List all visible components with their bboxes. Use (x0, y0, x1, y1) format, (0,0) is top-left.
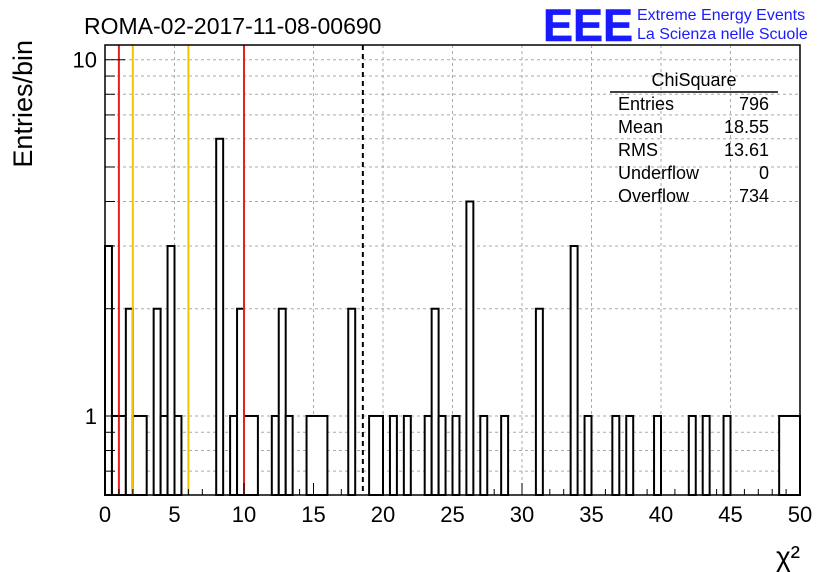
stats-value-overflow: 734 (739, 186, 769, 206)
histogram-bar (479, 414, 489, 497)
histogram-bar (701, 414, 711, 497)
histogram-bar (722, 414, 732, 497)
histogram-bar (465, 200, 475, 496)
x-tick-label: 25 (440, 502, 464, 527)
histogram-bar (104, 245, 113, 496)
histogram-bar (270, 414, 280, 497)
logo-subtitle-2: La Scienza nelle Scuole (637, 26, 808, 43)
histogram-bar (131, 414, 148, 497)
x-tick-label: 30 (510, 502, 534, 527)
x-tick-label: 20 (371, 502, 395, 527)
histogram-bar (778, 414, 802, 497)
x-tick-label: 5 (168, 502, 180, 527)
histogram-bar (229, 414, 239, 497)
histogram-bar (166, 245, 176, 496)
stats-title: ChiSquare (651, 70, 736, 90)
histogram-bar (534, 307, 544, 496)
histogram-bar (423, 414, 433, 497)
x-tick-label: 0 (99, 502, 111, 527)
y-tick-label: 10 (73, 48, 97, 73)
stats-box: ChiSquare Entries 796 Mean 18.55 RMS 13.… (610, 70, 778, 206)
stats-label-underflow: Underflow (618, 163, 700, 183)
histogram-bar (347, 307, 357, 496)
histogram-bar (215, 137, 225, 496)
histogram-bar (500, 414, 510, 497)
histogram-bar (305, 414, 329, 497)
stats-label-mean: Mean (618, 117, 663, 137)
x-axis-ticks: 0 5 10 15 20 25 30 35 40 45 50 (99, 483, 812, 527)
histogram-bar (284, 414, 294, 497)
histogram-bar (583, 414, 593, 497)
x-tick-label: 35 (579, 502, 603, 527)
histogram-bar (687, 414, 697, 497)
stats-label-entries: Entries (618, 94, 674, 114)
histogram-bar (173, 414, 183, 497)
x-axis-label: χ² (776, 541, 800, 572)
histogram-bar (243, 414, 259, 497)
eee-logo: EEE (543, 0, 633, 51)
stats-value-rms: 13.61 (724, 140, 769, 160)
histogram-bar (437, 414, 447, 497)
y-tick-label: 1 (85, 404, 97, 429)
y-axis-ticks: 1 10 (73, 48, 125, 496)
stats-label-rms: RMS (618, 140, 658, 160)
histogram-bar (236, 307, 246, 496)
histogram-bar (388, 414, 398, 497)
histogram-bar (402, 414, 412, 497)
x-tick-label: 50 (788, 502, 812, 527)
marker-lines (117, 45, 364, 495)
stats-value-underflow: 0 (759, 163, 769, 183)
stats-value-mean: 18.55 (724, 117, 769, 137)
histogram-bar (368, 414, 385, 497)
histogram-bar (430, 307, 440, 496)
histogram-bar (611, 414, 621, 497)
histogram-bar (159, 414, 169, 497)
x-tick-label: 45 (718, 502, 742, 527)
histogram-bar (653, 414, 662, 497)
chart-title: ROMA-02-2017-11-08-00690 (84, 13, 381, 39)
histogram-bar (152, 307, 162, 496)
histogram-bar (277, 307, 287, 496)
stats-value-entries: 796 (739, 94, 769, 114)
y-axis-label: Entries/bin (8, 40, 38, 168)
x-tick-label: 40 (649, 502, 673, 527)
x-tick-label: 10 (232, 502, 256, 527)
logo-subtitle-1: Extreme Energy Events (637, 7, 805, 24)
x-tick-label: 15 (301, 502, 325, 527)
histogram-bar (569, 245, 579, 496)
histogram-bar (124, 307, 134, 496)
histogram-bar (625, 414, 635, 497)
histogram-bar (451, 414, 461, 497)
stats-label-overflow: Overflow (618, 186, 690, 206)
